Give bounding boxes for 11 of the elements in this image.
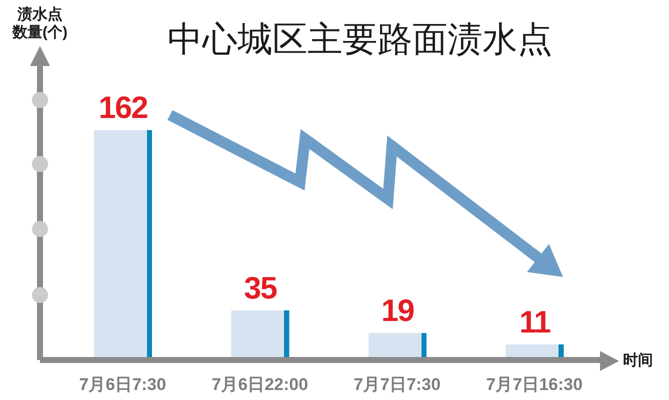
x-tick-label: 7月6日22:00 (212, 375, 308, 394)
x-tick-label: 7月7日7:30 (354, 375, 441, 394)
y-axis-title: 渍水点数量(个) (11, 6, 68, 42)
data-label: 19 (381, 293, 414, 328)
x-tick-label: 7月6日7:30 (79, 375, 166, 394)
data-label: 162 (98, 90, 148, 126)
chart-title: 中心城区主要路面渍水点 (166, 20, 554, 60)
data-label: 11 (519, 304, 551, 340)
data-label: 35 (244, 270, 278, 306)
x-axis-title: 时间 (623, 352, 653, 370)
x-tick-label: 7月7日16:30 (486, 375, 583, 394)
